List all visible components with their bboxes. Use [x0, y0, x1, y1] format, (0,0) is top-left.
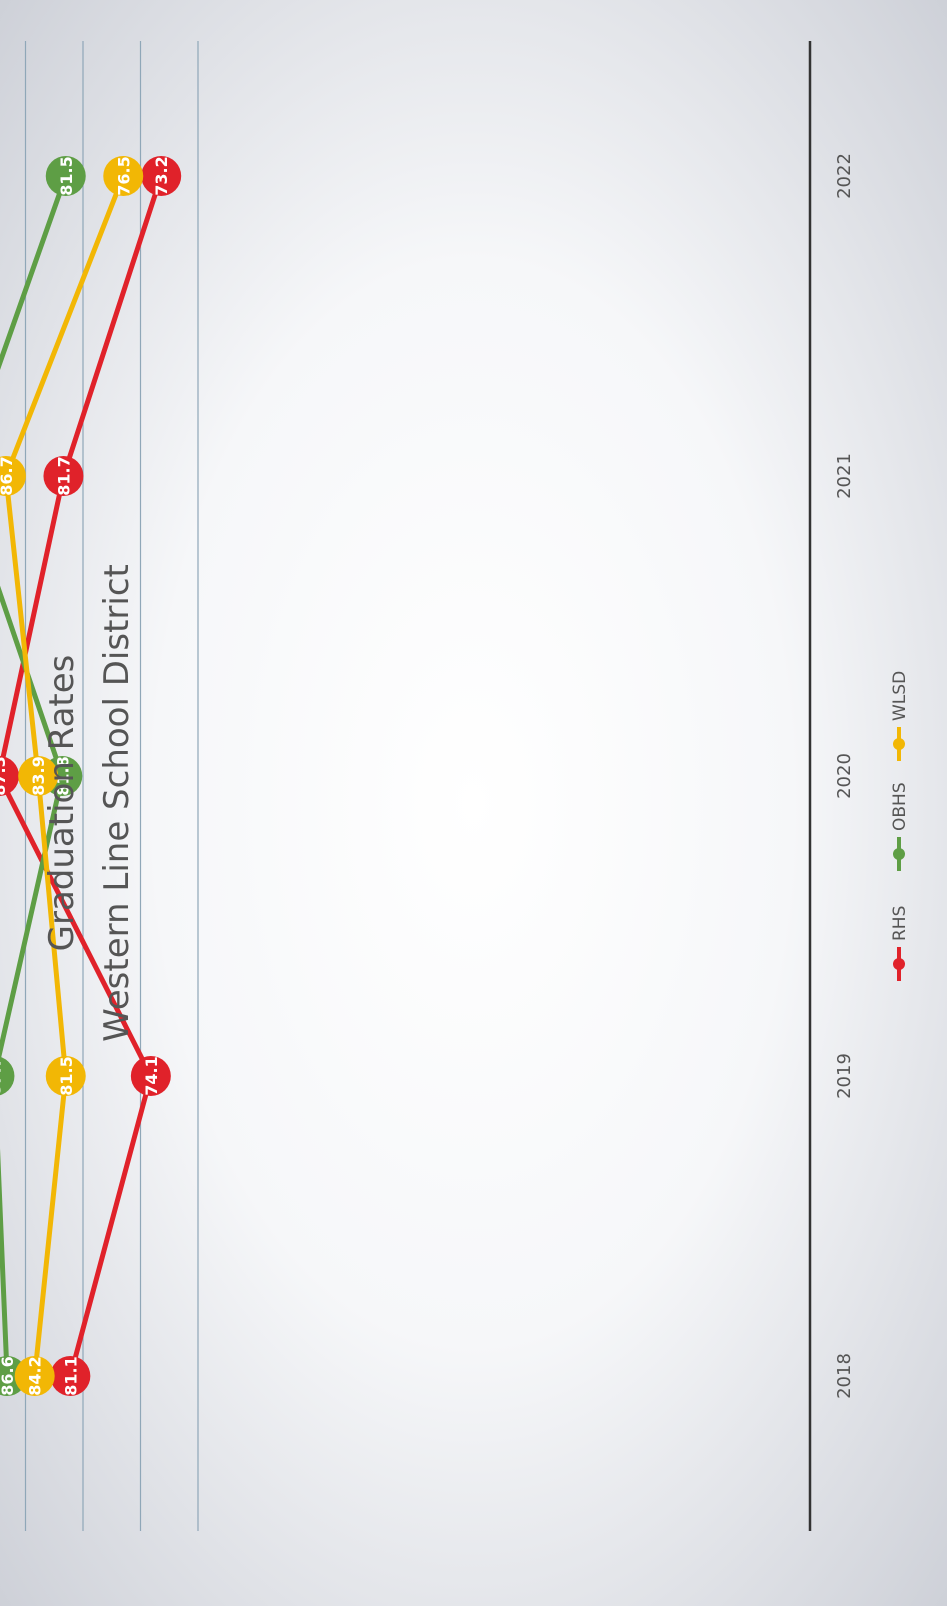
data-point-obhs — [0, 1056, 15, 1096]
legend-label: RHS — [890, 906, 910, 941]
legend-swatch-marker — [893, 848, 905, 860]
data-label-obhs: 86.6 — [0, 1356, 17, 1395]
data-point-wlsd — [18, 756, 59, 796]
x-tick-label: 2020 — [834, 753, 855, 799]
x-tick-label: 2021 — [834, 453, 855, 499]
data-point-rhs — [141, 156, 182, 196]
data-label-wlsd: 86.7 — [0, 456, 16, 495]
data-label-wlsd: 76.5 — [114, 156, 133, 195]
data-label-rhs: 74.1 — [142, 1056, 161, 1095]
data-point-rhs — [43, 456, 84, 496]
data-point-wlsd — [14, 1356, 55, 1396]
series-layer: 81.174.187.381.773.286.687.781.890.781.5… — [0, 156, 182, 1396]
data-label-obhs: 81.5 — [57, 156, 76, 195]
series-markers: 81.174.187.381.773.286.687.781.890.781.5… — [0, 156, 182, 1396]
data-point-obhs — [45, 156, 86, 196]
series-line-rhs — [0, 173, 164, 1379]
x-tick-label: 2019 — [834, 1053, 855, 1099]
legend-label: WLSD — [890, 671, 910, 721]
data-label-rhs: 81.1 — [61, 1356, 80, 1395]
data-point-rhs — [0, 756, 20, 796]
data-label-rhs: 81.7 — [54, 456, 73, 495]
x-tick-label: 2022 — [834, 153, 855, 199]
data-point-wlsd — [0, 456, 26, 496]
chart-subtitle: Western Line School District — [97, 564, 137, 1042]
chart-title: Graduation Rates — [42, 655, 82, 952]
legend-swatch-marker — [893, 738, 905, 750]
data-point-wlsd — [45, 1056, 86, 1096]
data-label-wlsd: 83.9 — [29, 756, 48, 795]
data-point-rhs — [130, 1056, 171, 1096]
data-label-wlsd: 81.5 — [57, 1056, 76, 1095]
data-point-rhs — [50, 1356, 91, 1396]
data-point-wlsd — [103, 156, 144, 196]
data-label-obhs: 87.7 — [0, 1056, 4, 1095]
legend-swatch-marker — [893, 958, 905, 970]
data-label-wlsd: 84.2 — [26, 1356, 45, 1395]
data-point-obhs — [0, 1356, 28, 1396]
legend: RHS OBHS WLSD — [890, 671, 910, 981]
x-axis-ticks: 2018 2019 2020 2021 2022 — [834, 153, 855, 1399]
data-label-obhs: 81.8 — [53, 756, 72, 795]
data-label-rhs: 87.3 — [0, 756, 9, 795]
legend-label: OBHS — [890, 782, 910, 831]
x-tick-label: 2018 — [834, 1353, 855, 1399]
data-label-rhs: 73.2 — [152, 156, 171, 195]
